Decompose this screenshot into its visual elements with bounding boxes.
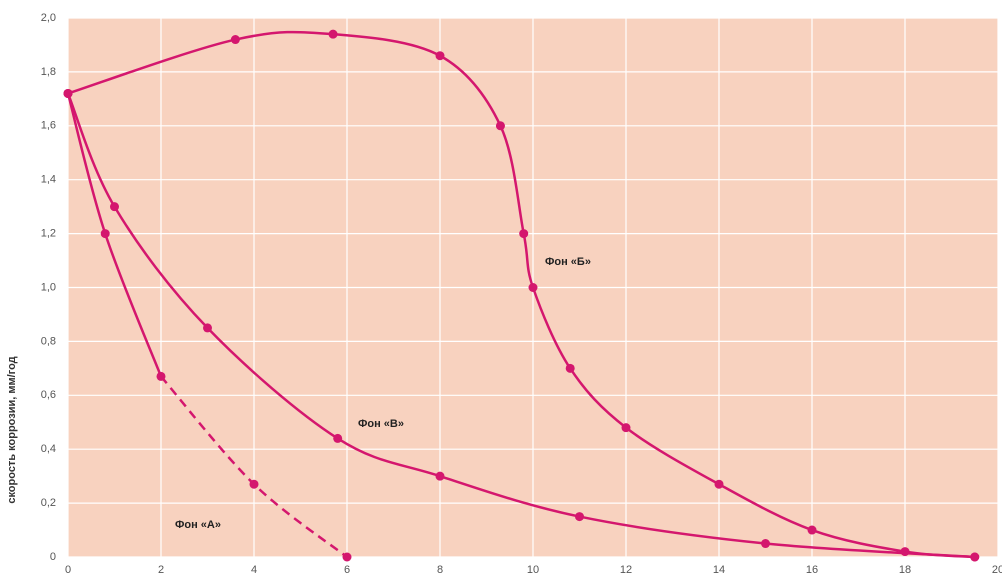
point	[203, 323, 212, 333]
point	[156, 371, 166, 381]
point	[333, 433, 343, 443]
curve-label: Фон «В»	[358, 418, 404, 430]
y-tick-label: 1,8	[41, 66, 56, 78]
curve-label: Фон «А»	[175, 519, 221, 531]
point	[575, 512, 584, 522]
y-tick-label: 0	[50, 551, 56, 563]
y-tick-label: 0,4	[41, 443, 56, 455]
x-tick-label: 12	[620, 564, 632, 576]
point	[565, 363, 575, 373]
point	[249, 479, 259, 489]
y-axis-label: скорость коррозии, мм/год	[6, 356, 18, 503]
x-tick-label: 10	[527, 564, 539, 576]
point	[435, 51, 445, 61]
point	[714, 479, 724, 489]
y-tick-label: 0,8	[41, 335, 56, 347]
point	[528, 283, 538, 292]
y-tick-label: 0,6	[41, 389, 56, 401]
point	[970, 552, 980, 562]
curve-label: Фон «Б»	[545, 256, 591, 268]
x-tick-label: 20	[992, 564, 1002, 576]
point	[621, 423, 631, 433]
x-tick-label: 2	[158, 564, 164, 576]
point	[900, 547, 910, 557]
point	[761, 539, 770, 549]
point	[100, 229, 110, 239]
point	[495, 121, 505, 131]
point	[230, 35, 240, 45]
y-tick-label: 0,2	[41, 497, 56, 509]
x-tick-label: 6	[344, 564, 350, 576]
x-tick-label: 16	[806, 564, 818, 576]
x-tick-label: 18	[899, 564, 911, 576]
x-tick-label: 14	[713, 564, 725, 576]
y-tick-label: 2,0	[41, 12, 56, 24]
point	[328, 29, 338, 39]
point	[519, 229, 529, 239]
point	[435, 471, 445, 481]
y-tick-label: 1,6	[41, 120, 56, 132]
point	[807, 525, 817, 535]
x-tick-label: 0	[65, 564, 71, 576]
y-tick-label: 1,2	[41, 228, 56, 240]
point	[342, 552, 352, 562]
y-tick-label: 1,0	[41, 281, 56, 293]
point	[110, 202, 119, 212]
x-tick-label: 8	[437, 564, 443, 576]
y-tick-label: 1,4	[41, 174, 56, 186]
point	[63, 88, 73, 98]
x-tick-label: 4	[251, 564, 257, 576]
